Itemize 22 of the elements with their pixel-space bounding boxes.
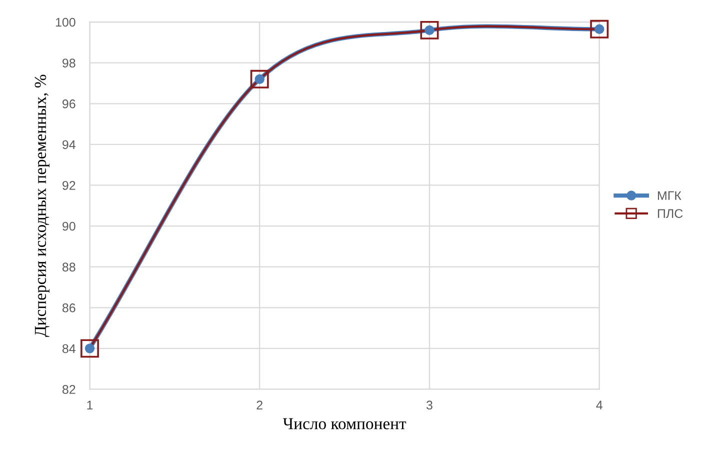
x-tick-label: 1 <box>87 400 93 410</box>
point <box>420 20 439 40</box>
legend-label: МГК <box>658 191 682 200</box>
y-axis-title: Дисперсия исходных переменных, % <box>34 74 50 337</box>
x-tick-label: 4 <box>596 400 602 410</box>
x-axis-title: Число компонент <box>282 418 406 430</box>
y-tick-label: 86 <box>62 303 76 312</box>
y-tick-label: 98 <box>62 58 76 68</box>
point <box>250 70 269 88</box>
y-tick-label: 92 <box>62 181 76 190</box>
y-tick-label: 82 <box>62 385 76 394</box>
y-tick-label: 90 <box>62 222 76 231</box>
y-tick-label: 88 <box>62 262 76 272</box>
x-tick-label: 3 <box>426 400 432 410</box>
point <box>80 339 99 358</box>
legend-label: ПЛС <box>658 209 683 218</box>
x-tick-label: 2 <box>256 400 262 410</box>
y-tick-label: 100 <box>56 18 76 27</box>
y-tick-label: 94 <box>62 140 76 150</box>
y-tick-label: 84 <box>62 344 76 354</box>
y-tick-label: 96 <box>62 99 76 108</box>
point <box>590 20 609 38</box>
